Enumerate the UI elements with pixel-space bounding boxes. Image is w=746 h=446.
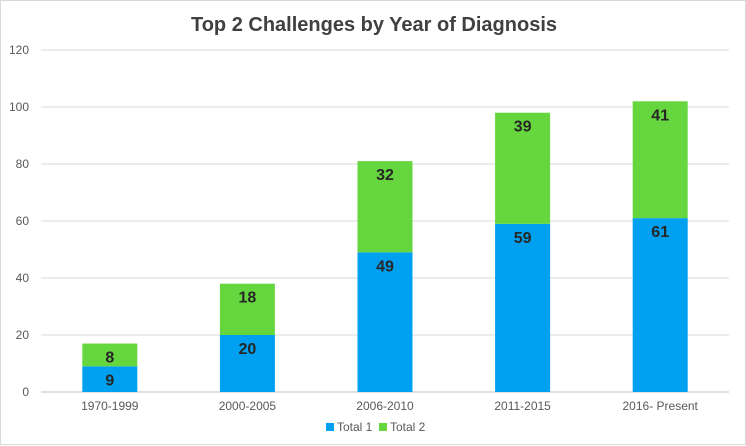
x-tick-label: 2016- Present [623, 399, 699, 413]
data-label: 61 [651, 224, 669, 241]
x-tick-label: 1970-1999 [81, 399, 139, 413]
data-label: 20 [239, 341, 257, 358]
data-label: 41 [651, 107, 669, 124]
x-tick-label: 2011-2015 [494, 399, 551, 413]
bar-segment [632, 101, 688, 219]
y-tick-label: 40 [16, 271, 30, 285]
y-tick-label: 120 [9, 43, 29, 57]
data-label: 9 [105, 372, 114, 389]
y-tick-label: 80 [16, 157, 30, 171]
y-tick-label: 0 [22, 385, 29, 399]
data-label: 49 [376, 258, 394, 275]
bar-segment [357, 252, 413, 392]
data-label: 8 [105, 350, 114, 367]
bar-segment [495, 223, 551, 392]
y-tick-label: 20 [16, 328, 30, 342]
bar-segment [219, 335, 275, 392]
bars: 9 8 20 18 49 32 59 39 61 41 [82, 101, 688, 392]
data-label: 59 [514, 230, 532, 247]
bar-segment [219, 283, 275, 335]
bar-segment [632, 218, 688, 392]
legend-label: Total 2 [390, 420, 426, 434]
y-tick-label: 60 [16, 214, 30, 228]
legend-label: Total 1 [337, 420, 373, 434]
legend-swatch [326, 423, 334, 431]
bar-segment [82, 366, 138, 392]
chart-title: Top 2 Challenges by Year of Diagnosis [191, 14, 557, 36]
data-label: 32 [376, 167, 394, 184]
x-tick-label: 2000-2005 [219, 399, 277, 413]
bar-segment [82, 343, 138, 367]
y-axis: 0 20 40 60 80 100 120 [9, 43, 29, 399]
bar-segment [495, 112, 551, 224]
data-label: 18 [239, 290, 257, 307]
data-label: 39 [514, 119, 532, 136]
legend-swatch [379, 423, 387, 431]
legend: Total 1 Total 2 [326, 420, 426, 434]
x-tick-label: 2006-2010 [356, 399, 414, 413]
x-axis: 1970-1999 2000-2005 2006-2010 2011-2015 2016… [81, 399, 698, 413]
y-tick-label: 100 [9, 100, 29, 114]
bar-segment [357, 161, 413, 253]
